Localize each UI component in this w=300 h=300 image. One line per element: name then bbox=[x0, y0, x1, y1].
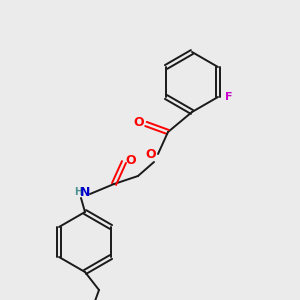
Text: F: F bbox=[225, 92, 232, 102]
Text: O: O bbox=[134, 116, 144, 128]
Text: N: N bbox=[80, 187, 90, 200]
Text: O: O bbox=[146, 148, 156, 161]
Text: O: O bbox=[126, 154, 136, 167]
Text: H: H bbox=[74, 187, 82, 197]
